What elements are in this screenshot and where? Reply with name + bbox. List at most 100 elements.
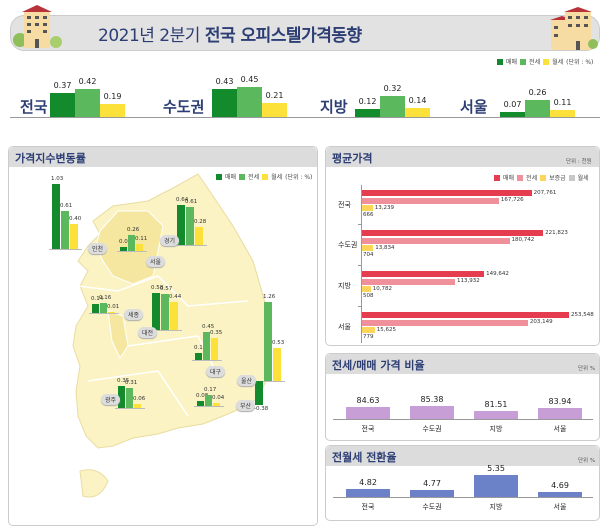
bar-value: 0.21 (265, 91, 284, 101)
unit-label: 단위 % (578, 366, 596, 372)
title-period: 2021년 2분기 (98, 26, 205, 46)
legend-deposit: 보증금 (549, 175, 566, 182)
bar-deposit (362, 327, 375, 333)
legend-jeonse: 전세 (526, 175, 538, 182)
region-baseline (117, 251, 147, 252)
bar-value: 0.31 (125, 380, 138, 387)
bar-monthly (70, 223, 78, 249)
region-label: 부산 (236, 400, 256, 411)
bar-jeonse (128, 234, 135, 251)
bar-monthly (108, 312, 115, 314)
bar-value: 113,932 (457, 278, 480, 284)
legend-swatch-sale (216, 173, 222, 180)
region-label: 수도권 (163, 98, 205, 116)
panel-title: 전세/매매 가격 비율 (326, 354, 599, 374)
bar-value: 0.28 (194, 219, 207, 226)
panel-title: 가격지수변동률 (9, 147, 317, 167)
bar-jeonse (362, 319, 528, 326)
bar-value: 508 (363, 293, 374, 299)
bar-value: 0.26 (127, 226, 140, 233)
bar-sale (50, 92, 75, 117)
bar-value: 0.01 (107, 304, 120, 311)
bar-value: 0.43 (215, 76, 234, 86)
bar-jeonse (205, 395, 212, 406)
bar-sale (177, 204, 185, 245)
bar-sale (92, 304, 99, 313)
bar-value: 0.16 (99, 294, 112, 301)
bar-sale (355, 109, 380, 117)
legend-swatch-monthly (262, 173, 269, 180)
bar-value: 83.94 (548, 396, 572, 406)
region-label: 경기 (160, 235, 180, 246)
bar-value: 221,823 (545, 229, 568, 236)
bar-monthly (550, 109, 575, 117)
legend-sale: 매매 (503, 175, 515, 182)
bar-jeonse (264, 301, 272, 381)
region-baseline (192, 360, 222, 361)
bar-value: 149,642 (486, 270, 509, 277)
bar-value: 1.26 (263, 293, 276, 300)
bar-value: 0.61 (60, 202, 73, 209)
bar-sale (52, 184, 60, 249)
bar-value: 0.06 (133, 396, 146, 403)
bar-value: 0.19 (103, 92, 122, 102)
bar-jeonse (362, 237, 510, 244)
bar-value: 0.61 (185, 198, 198, 205)
region-baseline (115, 408, 145, 409)
bar-value: 779 (363, 334, 374, 340)
bar-jeonse (362, 197, 499, 204)
bar-deposit (362, 286, 371, 292)
bar-monthly (170, 302, 178, 330)
summary-baseline (10, 117, 600, 118)
legend-jeonse: 전세 (529, 59, 541, 66)
legend-swatch-jeonse (520, 58, 527, 65)
unit-label: 단위 : 천원 (566, 159, 592, 165)
category-label: 수도권 (422, 503, 442, 511)
legend-monthly: 월세 (577, 175, 589, 182)
bar-monthly (195, 227, 203, 245)
bar-deposit (362, 245, 374, 251)
bar-value: 253,548 (571, 311, 594, 318)
category-label: 서울 (338, 323, 351, 331)
legend-unit: (단위 : %) (566, 59, 594, 66)
axis-tick (358, 265, 362, 266)
category-label: 서울 (553, 425, 567, 433)
panel-title: 평균가격 (326, 147, 599, 167)
category-label: 서울 (553, 503, 567, 511)
summary-chart: 전국 0.37 0.42 0.19 수도권 0.43 0.45 0.21 지방 0.12 0.32 0… (0, 0, 610, 130)
bar-value: 0.04 (212, 395, 225, 402)
region-label: 광주 (101, 394, 121, 405)
region-label: 세종 (124, 309, 144, 320)
bar-monthly (134, 404, 141, 408)
bar-value: 4.69 (551, 481, 569, 491)
region-label: 인천 (88, 243, 108, 254)
bar-monthly (405, 107, 430, 117)
bar-sale (500, 112, 525, 117)
bar-value: 0.14 (408, 95, 427, 105)
category-label: 지방 (489, 425, 503, 433)
bar-value: 0.58 (151, 285, 164, 292)
bar-value: 0.64 (176, 196, 189, 203)
legend-swatch-sale (497, 58, 503, 65)
legend-swatch-monthly (568, 174, 575, 181)
map-legend: 매매 전세 월세 (단위 : %) (216, 172, 312, 181)
bar-jeonse (203, 331, 210, 360)
legend-swatch-jeonse (517, 174, 524, 181)
legend-monthly: 월세 (271, 174, 283, 181)
bar-value: 4.77 (423, 478, 441, 488)
legend-jeonse: 전세 (248, 174, 260, 181)
bar-sale (362, 312, 569, 318)
bar-jeonse (380, 95, 405, 117)
bar-value: 13,239 (374, 204, 395, 211)
building-icon (13, 5, 62, 48)
region-label: 울산 (237, 375, 257, 386)
bar-jeonse (100, 302, 107, 313)
bar-value: 0.11 (553, 97, 572, 107)
legend-swatch-jeonse (239, 173, 246, 180)
bar-value: 180,742 (511, 237, 535, 243)
bar-value: 0.11 (194, 345, 207, 352)
bar-value: 0.32 (383, 83, 402, 93)
bar-value: 0.07 (119, 238, 132, 245)
